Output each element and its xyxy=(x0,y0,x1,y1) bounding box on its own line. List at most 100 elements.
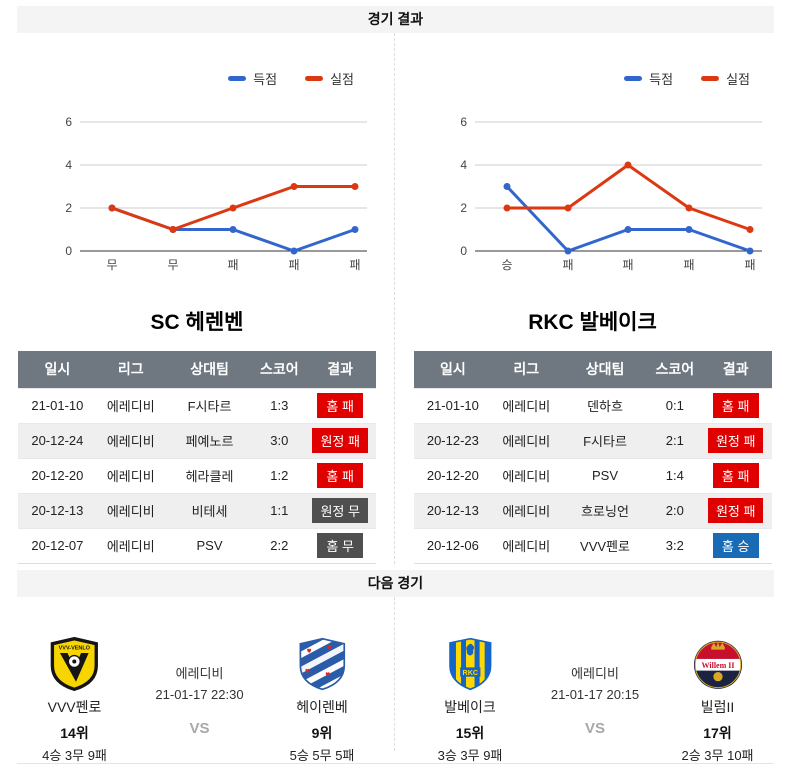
col-result: 결과 xyxy=(699,351,772,388)
match-info-block: 에레디비 21-01-17 22:30 VS xyxy=(150,637,250,764)
legend-scored: 득점 xyxy=(228,69,277,88)
legend-scored: 득점 xyxy=(624,69,673,88)
svg-text:4: 4 xyxy=(460,158,467,172)
results-section-header: 경기 결과 xyxy=(17,6,774,33)
home-team-block: VVV-VENLO VVV펜로 14위 4승 3무 9패 xyxy=(0,636,150,764)
match-opponent: PSV xyxy=(164,527,255,563)
match-date: 20-12-06 xyxy=(413,527,493,563)
willem2-logo: Willem II xyxy=(693,640,742,689)
legend-conceded: 실점 xyxy=(305,69,354,88)
results-region: 득점 실점 0 2 4 6 무 무 패 패 패 SC 헤렌벤 일시 리그 상대팀 스코어 결과 xyxy=(0,33,791,564)
svg-text:패: 패 xyxy=(683,258,694,272)
match-datetime: 21-01-17 22:30 xyxy=(155,686,244,702)
vs-label: VS xyxy=(189,719,210,737)
home-team-record: 3승 3무 9패 xyxy=(437,747,503,763)
match-score: 3:0 xyxy=(254,422,305,458)
result-badge: 홈 패 xyxy=(317,393,364,418)
match-opponent: 덴하흐 xyxy=(560,387,650,423)
bottom-divider xyxy=(17,762,774,764)
match-score: 1:4 xyxy=(649,457,700,493)
next-match-left: VVV-VENLO VVV펜로 14위 4승 3무 9패 에레디비 21-01-… xyxy=(0,596,395,763)
match-league: 에레디비 xyxy=(96,492,165,528)
match-opponent: 헤라클레 xyxy=(164,457,255,493)
conceded-line-swatch-icon xyxy=(305,75,324,81)
svg-text:6: 6 xyxy=(460,115,467,129)
match-date: 20-12-20 xyxy=(413,457,493,493)
svg-text:패: 패 xyxy=(622,258,633,272)
result-badge: 홈 패 xyxy=(712,393,759,418)
table-header-row: 일시 리그 상대팀 스코어 결과 xyxy=(18,351,376,388)
results-line-chart-right: 0 2 4 6 승 패 패 패 패 xyxy=(460,115,762,272)
match-score: 0:1 xyxy=(649,387,700,423)
match-opponent: VVV펜로 xyxy=(560,527,650,563)
match-score: 2:2 xyxy=(254,527,305,563)
match-league: 에레디비 xyxy=(492,527,561,563)
table-row: 20-12-13 에레디비 흐로닝언 2:0 원정 패 xyxy=(413,492,772,528)
match-opponent: F시타르 xyxy=(560,422,650,458)
table-row: 20-12-20 에레디비 PSV 1:4 홈 패 xyxy=(413,457,772,493)
results-table-left: 일시 리그 상대팀 스코어 결과 21-01-10 에레디비 F시타르 1:3 … xyxy=(18,351,376,564)
match-info-block: 에레디비 21-01-17 20:15 VS xyxy=(545,637,645,764)
legend-scored-label: 득점 xyxy=(649,71,674,87)
col-score: 스코어 xyxy=(254,351,305,388)
scored-line-swatch-icon xyxy=(228,75,247,81)
match-date: 21-01-10 xyxy=(413,387,493,423)
table-header-row: 일시 리그 상대팀 스코어 결과 xyxy=(413,351,772,388)
svg-text:0: 0 xyxy=(65,244,72,258)
match-league: 에레디비 xyxy=(96,527,165,563)
match-league: 에레디비 xyxy=(96,387,165,423)
match-league: 에레디비 xyxy=(492,422,561,458)
match-opponent: PSV xyxy=(560,457,650,493)
match-opponent: 비테세 xyxy=(164,492,255,528)
svg-text:RKC: RKC xyxy=(462,668,478,676)
col-score: 스코어 xyxy=(649,351,700,388)
match-opponent: 흐로닝언 xyxy=(560,492,650,528)
table-row: 20-12-13 에레디비 비테세 1:1 원정 무 xyxy=(18,492,376,528)
result-badge: 원정 패 xyxy=(707,498,764,523)
result-badge: 원정 무 xyxy=(312,498,368,523)
svg-text:2: 2 xyxy=(65,201,72,215)
legend-conceded-label: 실점 xyxy=(330,71,354,87)
away-team-block: Willem II 빌럼II 17위 2승 3무 10패 xyxy=(645,637,790,764)
svg-text:패: 패 xyxy=(562,258,573,272)
left-team-column: 득점 실점 0 2 4 6 무 무 패 패 패 SC 헤렌벤 일시 리그 상대팀 스코어 결과 xyxy=(0,33,395,564)
match-score: 1:1 xyxy=(254,492,305,528)
table-row: 20-12-23 에레디비 F시타르 2:1 원정 패 xyxy=(413,422,772,458)
team-title-left: SC 헤렌벤 xyxy=(150,311,244,334)
scored-line-swatch-icon xyxy=(624,75,643,81)
svg-text:Willem II: Willem II xyxy=(701,661,734,670)
chart-legend-left: 득점 실점 xyxy=(0,69,394,88)
result-badge: 홈 승 xyxy=(712,533,759,558)
svg-text:패: 패 xyxy=(744,258,755,272)
match-league: 에레디비 xyxy=(492,457,561,493)
svg-text:6: 6 xyxy=(65,115,72,129)
away-team-rank: 17위 xyxy=(703,724,732,741)
match-league: 에레디비 xyxy=(492,387,561,423)
match-opponent: F시타르 xyxy=(164,387,255,423)
svg-text:무: 무 xyxy=(167,258,178,272)
vvv-venlo-logo: VVV-VENLO xyxy=(50,636,99,691)
results-table-right: 일시 리그 상대팀 스코어 결과 21-01-10 에레디비 덴하흐 0:1 홈… xyxy=(413,351,772,564)
rkc-waalwijk-logo: RKC xyxy=(448,637,492,690)
result-badge: 홈 패 xyxy=(317,463,364,488)
home-team-rank: 14위 xyxy=(60,724,89,741)
svg-text:무: 무 xyxy=(106,258,117,272)
next-matches-region: VVV-VENLO VVV펜로 14위 4승 3무 9패 에레디비 21-01-… xyxy=(0,596,791,763)
match-score: 1:2 xyxy=(254,457,305,493)
chart-legend-right: 득점 실점 xyxy=(395,69,790,88)
home-team-name: VVV펜로 xyxy=(47,698,102,715)
match-opponent: 페예노르 xyxy=(164,422,255,458)
match-date: 20-12-24 xyxy=(18,422,97,458)
match-league: 에레디비 xyxy=(96,457,165,493)
svg-text:2: 2 xyxy=(460,201,467,215)
match-date: 20-12-23 xyxy=(413,422,493,458)
table-row: 21-01-10 에레디비 덴하흐 0:1 홈 패 xyxy=(413,387,772,423)
table-row: 20-12-24 에레디비 페예노르 3:0 원정 패 xyxy=(18,422,376,458)
match-score: 2:0 xyxy=(649,492,700,528)
heerenveen-logo xyxy=(299,637,345,690)
away-team-block: 헤이렌베 9위 5승 5무 5패 xyxy=(250,637,395,764)
result-badge: 원정 패 xyxy=(707,428,764,453)
away-team-name: 빌럼II xyxy=(700,698,735,715)
table-row: 20-12-07 에레디비 PSV 2:2 홈 무 xyxy=(18,527,376,563)
svg-text:승: 승 xyxy=(501,258,512,272)
